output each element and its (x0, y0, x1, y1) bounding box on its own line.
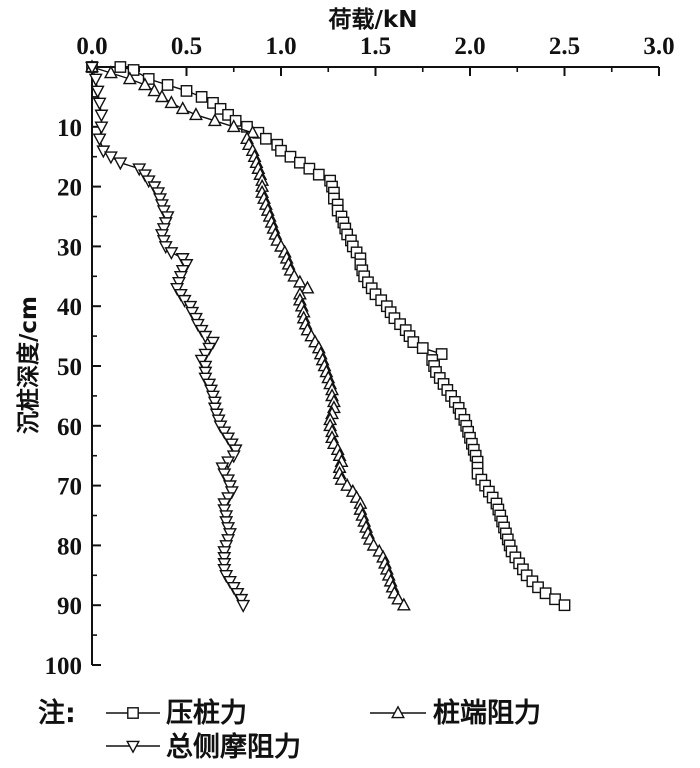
legend-icon-square (106, 707, 160, 719)
series-2-point-1 (103, 65, 118, 79)
series-2-point-80 (366, 537, 381, 551)
series-1-point-3 (142, 73, 155, 85)
y-tick-label-8: 90 (57, 593, 82, 620)
series-3-point-24 (164, 247, 179, 261)
series-1-point-90 (549, 593, 561, 606)
series-2-point-6 (164, 95, 179, 109)
x-tick-label-3: 1.5 (360, 33, 391, 60)
series-2-point-5 (154, 89, 169, 103)
legend-tu-marker (391, 705, 405, 719)
series-3-point-4 (94, 109, 109, 123)
series-1-point-16 (284, 150, 297, 163)
series-2-point-8 (188, 107, 203, 121)
series-line-3 (91, 66, 244, 606)
y-tick-label-9: 100 (45, 653, 83, 680)
y-tick-label-2: 30 (57, 234, 82, 261)
series-1-point-89 (539, 587, 552, 600)
legend-td-marker (126, 740, 140, 754)
series-3-point-3 (92, 97, 107, 111)
series-2-point-10 (226, 119, 241, 133)
series-1-point-8 (214, 102, 227, 115)
series-1-point-49 (435, 348, 448, 360)
legend-icon-triangle-down (106, 740, 160, 754)
series-2-point-89 (391, 591, 406, 605)
series-2-point-7 (175, 101, 190, 115)
axes: 0.0 0.5 1.0 1.5 2.0 2.5 3.0 10 20 30 40 50 60 70 80 90 1… (45, 33, 675, 680)
series-1-point-48 (416, 342, 429, 354)
series-2-point-11 (245, 125, 260, 139)
series-2-point-2 (122, 71, 137, 85)
x-axis-title: 荷载/kN (329, 7, 418, 33)
y-tick-label-3: 40 (57, 294, 82, 321)
series-3-point-0 (85, 61, 99, 75)
legend-sq-marker (127, 707, 139, 719)
y-tick-label-6: 70 (57, 474, 82, 501)
x-tick-label-6: 3.0 (643, 33, 674, 60)
series-2-point-9 (207, 113, 222, 127)
series-1-point-88 (532, 581, 544, 594)
series-1-point-15 (275, 144, 287, 157)
series-1-point-18 (303, 162, 316, 175)
x-tick-label-2: 1.0 (265, 33, 296, 60)
series-3-point-5 (94, 121, 109, 135)
y-tick-label-7: 80 (57, 533, 82, 560)
series-2-point-3 (137, 77, 152, 91)
legend: 注: 压桩力 桩端阻力 总侧摩阻力 (38, 697, 541, 763)
legend-label-series-1: 压桩力 (166, 697, 247, 729)
series-1-point-91 (558, 599, 571, 612)
series-2-point-70 (340, 477, 355, 491)
series-line-1 (92, 66, 565, 606)
x-tick-label-5: 2.5 (549, 33, 580, 60)
series-1-point-13 (259, 132, 272, 145)
series-1 (86, 61, 571, 612)
legend-label-series-3: 总侧摩阻力 (166, 731, 301, 763)
y-tick-label-4: 50 (57, 354, 82, 381)
series-2-point-4 (147, 83, 162, 97)
x-tick-label-4: 2.0 (454, 33, 485, 60)
plot-area (85, 59, 571, 613)
legend-icon-triangle-up (370, 705, 426, 719)
series-2-point-69 (334, 471, 349, 485)
series-2-point-37 (300, 280, 315, 294)
series-1-point-6 (195, 90, 208, 103)
series-3-point-6 (92, 133, 107, 147)
series-3-point-83 (236, 599, 251, 613)
series-1-point-47 (407, 336, 420, 348)
series-1-point-5 (180, 85, 193, 97)
series-1-point-7 (207, 96, 219, 109)
legend-label-series-2: 桩端阻力 (433, 697, 541, 729)
series-1-point-1 (114, 61, 127, 73)
series-3-point-2 (90, 85, 105, 99)
x-tick-label-1: 0.5 (171, 33, 202, 60)
series-3-point-9 (113, 157, 128, 171)
x-tick-label-0: 0.0 (76, 33, 107, 60)
y-tick-label-5: 60 (57, 414, 82, 441)
series-1-point-17 (294, 156, 306, 169)
series-3 (85, 61, 251, 613)
series-2-point-35 (287, 268, 302, 282)
series-2-point-90 (396, 597, 411, 611)
series-1-point-19 (312, 168, 325, 181)
series-1-point-4 (161, 79, 174, 91)
series-1-point-9 (222, 108, 234, 121)
y-tick-label-1: 20 (57, 175, 82, 202)
y-tick-label-0: 10 (57, 115, 82, 142)
legend-prefix: 注: (38, 697, 76, 729)
series-3-point-1 (88, 73, 103, 87)
series-2 (85, 59, 411, 611)
y-axis-title: 沉桩深度/cm (15, 296, 42, 434)
series-1-point-2 (127, 64, 140, 76)
